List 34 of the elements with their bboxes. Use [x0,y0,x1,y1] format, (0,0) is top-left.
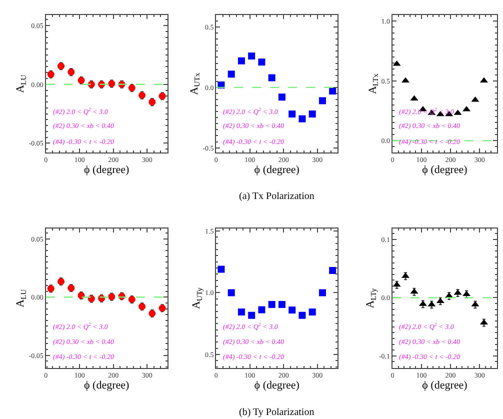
point [228,70,235,78]
point [480,77,488,83]
point [318,289,326,296]
x-axis-title: ϕ (degree) [84,164,130,176]
point [218,266,225,273]
point [228,289,235,296]
point [258,306,266,314]
point [268,74,276,82]
point [298,312,306,319]
point [268,300,276,308]
x-axis-title: ϕ (degree) [422,380,468,392]
point [298,115,306,122]
point [308,308,316,316]
point [318,97,326,104]
x-axis-title: ϕ (degree) [254,380,300,392]
point [410,95,418,101]
point [288,306,296,314]
x-axis-title: ϕ (degree) [422,164,468,176]
point [248,52,256,60]
point [278,300,286,308]
point [329,88,336,95]
point [248,312,256,319]
point [238,57,245,64]
point [329,266,336,274]
text: (b) Ty Polarization [239,407,314,418]
point [471,96,480,102]
x-axis-title: ϕ (degree) [84,380,130,392]
text: (a) Tx Polarization [239,191,314,202]
point [238,308,245,316]
point [308,110,316,118]
point [288,110,296,118]
point [278,94,286,101]
x-axis-title: ϕ (degree) [254,164,300,176]
point [258,58,266,66]
